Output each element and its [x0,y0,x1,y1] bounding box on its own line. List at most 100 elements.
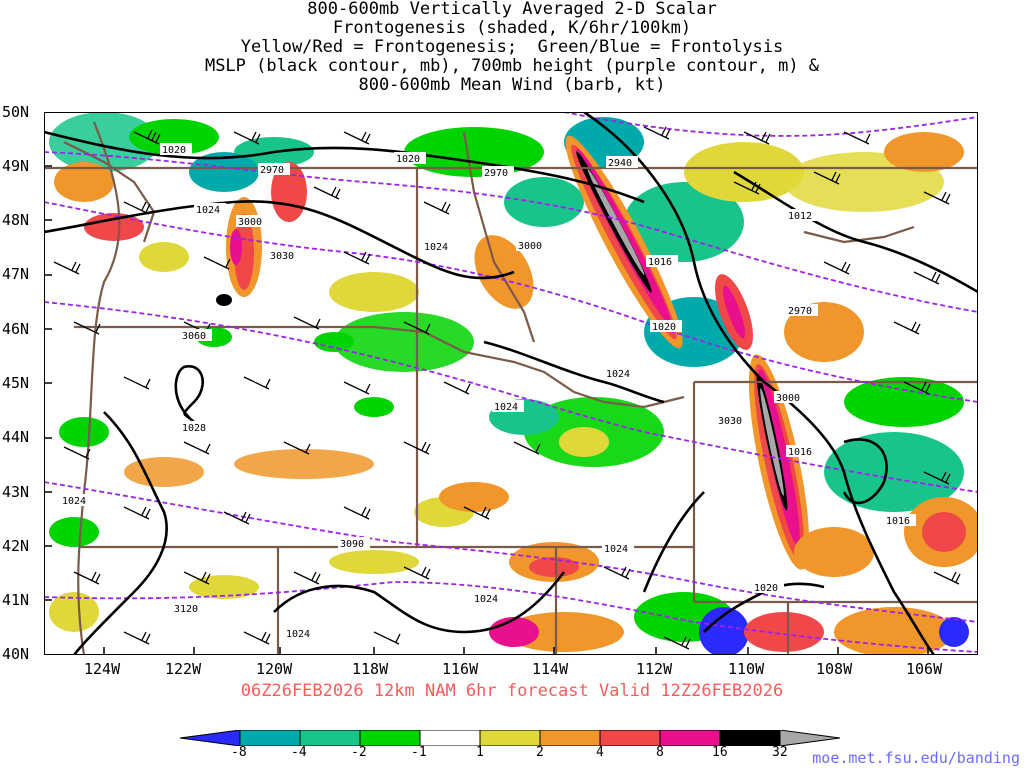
lat-label-47n: 47N [2,265,30,283]
lat-label-50n: 50N [2,103,30,121]
svg-text:1020: 1020 [396,154,420,165]
lon-label-118w: 118W [352,660,389,678]
mslp-label: 1020 [752,581,784,594]
svg-text:1016: 1016 [788,447,812,458]
lat-label-41n: 41N [2,591,30,609]
lat-label-43n: 43N [2,483,30,501]
lon-label-122w: 122W [165,660,202,678]
colorbar-tick-label: 32 [772,745,788,760]
colorbar-swatch-below-min [180,730,241,746]
mslp-label: 1016 [646,255,678,268]
svg-text:1024: 1024 [606,369,630,380]
mslp-label: 1024 [604,367,636,380]
svg-text:1020: 1020 [162,145,186,156]
mslp-label: 1028 [180,421,212,434]
height-label: 2970 [258,163,290,176]
credit-url[interactable]: moe.met.fsu.edu/banding [812,749,1020,767]
colorbar-swatch-above-max [779,730,840,746]
colorbar [180,730,840,746]
svg-text:1020: 1020 [754,583,778,594]
colorbar-swatch [719,730,781,746]
svg-text:1020: 1020 [652,322,676,333]
title-line-3: Yellow/Red = Frontogenesis; Green/Blue =… [240,37,784,57]
svg-text:3030: 3030 [270,251,294,262]
colorbar-tick-label: 2 [536,745,544,760]
svg-text:1012: 1012 [788,211,812,222]
height-label: 3090 [338,537,370,550]
svg-text:3060: 3060 [182,331,206,342]
colorbar-swatch [239,730,301,746]
mslp-label: 1024 [492,400,524,413]
svg-text:3030: 3030 [718,416,742,427]
colorbar-tick-label: -4 [291,745,307,760]
colorbar-tick-label: 1 [476,745,484,760]
mslp-contours [44,112,978,655]
lat-label-48n: 48N [2,211,30,229]
svg-text:3000: 3000 [776,393,800,404]
mslp-label: 1024 [472,592,504,605]
mslp-label: 1016 [884,514,916,527]
lon-label-120w: 120W [256,660,293,678]
height-label: 2970 [786,304,818,317]
frontogenesis-map: 1020 1020 1024 1024 1012 1016 1020 1024 … [44,112,978,655]
svg-text:3090: 3090 [340,539,364,550]
colorbar-tick-label: -2 [351,745,367,760]
political-borders [44,121,978,655]
colorbar-swatch [359,730,421,746]
colorbar-tick-label: 4 [596,745,604,760]
title-line-4: MSLP (black contour, mb), 700mb height (… [204,56,820,76]
svg-text:3120: 3120 [174,604,198,615]
height-label: 3060 [180,329,212,342]
height-label: 3030 [268,249,300,262]
svg-text:1024: 1024 [474,594,498,605]
colorbar-swatch [419,730,481,746]
wind-barbs [53,126,961,650]
colorbar-swatch [659,730,721,746]
colorbar-tick-label: -1 [411,745,427,760]
lon-label-106w: 106W [906,660,943,678]
svg-text:1024: 1024 [286,629,310,640]
mslp-label: 1024 [422,240,454,253]
title-block: 800-600mb Vertically Averaged 2-D Scalar… [0,0,1024,95]
svg-text:1024: 1024 [62,496,86,507]
svg-text:2940: 2940 [608,158,632,169]
axis-ticks [44,112,929,655]
mslp-label: 1024 [284,627,316,640]
mslp-label: 1020 [160,143,192,156]
svg-text:1024: 1024 [494,402,518,413]
lat-label-45n: 45N [2,374,30,392]
colorbar-tick-label: 8 [656,745,664,760]
lon-label-110w: 110W [728,660,765,678]
svg-text:1016: 1016 [648,257,672,268]
svg-text:1028: 1028 [182,423,206,434]
colorbar-tick-label: -8 [231,745,247,760]
mslp-label: 1012 [786,209,818,222]
svg-text:2970: 2970 [484,168,508,179]
svg-text:2970: 2970 [788,306,812,317]
lat-label-42n: 42N [2,537,30,555]
mslp-label: 1024 [194,203,226,216]
contour-labels: 1020 1020 1024 1024 1012 1016 1020 1024 … [60,143,916,640]
svg-text:1016: 1016 [886,516,910,527]
lat-label-46n: 46N [2,320,30,338]
svg-text:1024: 1024 [604,544,628,555]
lon-label-108w: 108W [816,660,853,678]
title-line-1: 800-600mb Vertically Averaged 2-D Scalar [307,0,717,19]
mslp-label: 1016 [786,445,818,458]
svg-text:2970: 2970 [260,165,284,176]
lon-label-116w: 116W [442,660,479,678]
lon-label-112w: 112W [636,660,673,678]
height-label: 3030 [716,414,748,427]
lon-label-124w: 124W [84,660,121,678]
colorbar-swatch [299,730,361,746]
mslp-label: 1024 [602,542,634,555]
title-line-2: Frontogenesis (shaded, K/6hr/100km) [332,18,692,38]
mslp-label: 1024 [60,494,92,507]
lon-label-114w: 114W [532,660,569,678]
svg-text:3000: 3000 [238,217,262,228]
colorbar-swatch [539,730,601,746]
colorbar-swatch [599,730,661,746]
svg-text:1024: 1024 [424,242,448,253]
height-label: 3000 [236,215,268,228]
colorbar-swatch [479,730,541,746]
